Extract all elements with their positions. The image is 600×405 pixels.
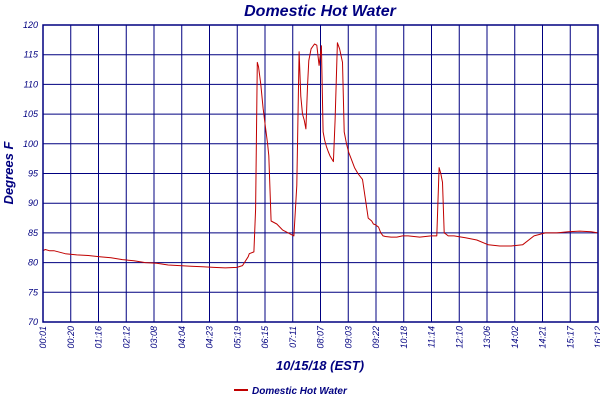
x-tick-label: 04:04 — [177, 326, 187, 349]
x-tick-label: 08:07 — [316, 325, 326, 349]
x-tick-label: 09:03 — [343, 326, 353, 349]
y-tick-label: 110 — [24, 79, 38, 89]
x-tick-label: 12:10 — [454, 326, 464, 349]
y-tick-label: 80 — [28, 258, 38, 268]
y-tick-label: 85 — [28, 228, 39, 238]
legend: Domestic Hot Water — [234, 386, 348, 397]
y-tick-label: 100 — [23, 139, 38, 149]
x-tick-label: 14:02 — [510, 326, 520, 349]
y-tick-label: 90 — [28, 198, 38, 208]
y-tick-label: 105 — [23, 109, 39, 119]
x-axis: 00:01 00:20 01:16 02:12 03:08 04:04 04:23 05:19… — [38, 325, 600, 349]
legend-label: Domestic Hot Water — [252, 386, 348, 397]
series-line — [42, 42, 599, 269]
x-tick-label: 00:20 — [66, 326, 76, 349]
x-tick-label: 10:18 — [399, 326, 409, 349]
x-tick-label: 00:01 — [38, 326, 48, 349]
grid — [43, 25, 598, 322]
y-axis-title: Degrees F — [1, 141, 16, 205]
y-tick-label: 115 — [24, 50, 39, 60]
x-tick-label: 02:12 — [121, 326, 131, 349]
x-tick-label: 01:16 — [94, 326, 104, 349]
x-tick-label: 13:06 — [482, 326, 492, 349]
x-tick-label: 06:15 — [260, 325, 270, 349]
x-tick-label: 14:21 — [538, 326, 548, 349]
chart-title: Domestic Hot Water — [244, 3, 397, 20]
x-tick-label: 03:08 — [149, 326, 159, 349]
x-tick-label: 04:23 — [205, 326, 215, 349]
y-tick-label: 95 — [28, 169, 39, 179]
y-tick-label: 75 — [28, 287, 39, 297]
series-layer — [42, 42, 599, 269]
x-tick-label: 05:19 — [232, 326, 242, 349]
x-tick-label: 11:14 — [427, 326, 437, 348]
x-tick-label: 15:17 — [565, 325, 575, 349]
y-tick-label: 70 — [28, 317, 38, 327]
plot-frame — [42, 24, 599, 323]
x-axis-title: 10/15/18 (EST) — [276, 358, 364, 373]
y-tick-label: 120 — [23, 20, 38, 30]
x-tick-label: 09:22 — [371, 326, 381, 349]
x-tick-label: 07:11 — [288, 326, 298, 348]
y-axis: 70 75 80 85 90 95 100 105 110 115 120 — [23, 20, 39, 327]
x-tick-label: 16:12 — [593, 326, 600, 349]
